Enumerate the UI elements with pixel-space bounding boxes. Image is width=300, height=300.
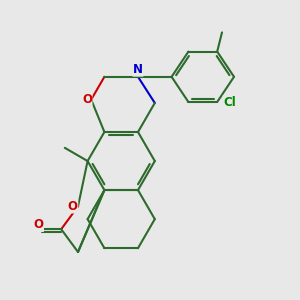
Text: O: O [82, 93, 92, 106]
Text: O: O [68, 200, 78, 213]
Text: O: O [33, 218, 43, 231]
Text: Cl: Cl [223, 95, 236, 109]
Text: N: N [133, 63, 143, 76]
